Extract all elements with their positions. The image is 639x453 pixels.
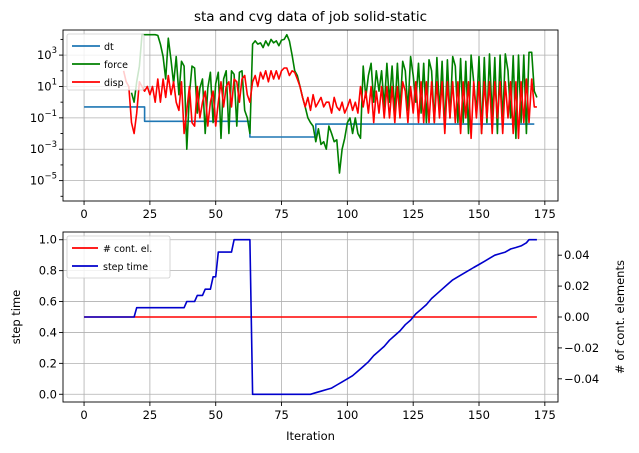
bottom-ytick-label-right: −0.02 [564,341,599,355]
top-xtick-label: 75 [274,207,289,221]
top-ytick-label: 103 [37,46,57,62]
bottom-ytick-label-left: 0.4 [39,325,57,339]
legend-label-force: force [104,60,128,71]
series-line-force [130,33,538,174]
bottom-xtick-label: 150 [468,408,490,422]
bottom-ytick-label-left: 0.0 [39,387,57,401]
bottom-ylabel-right: # of cont. elements [613,260,627,374]
top-grid [63,30,558,201]
bottom-ytick-label-left: 0.2 [39,356,57,370]
bottom-ylabel-left: step time [9,290,23,345]
bottom-xtick-label: 125 [402,408,424,422]
legend-label-disp: disp [104,78,124,89]
top-xtick-label: 175 [534,207,556,221]
bottom-legend: # cont. el. step time [66,235,171,279]
series-line-step-time [84,238,537,396]
bottom-xlabel: Iteration [286,429,335,443]
bottom-xtick-label: 100 [336,408,358,422]
bottom-xtick-label: 25 [143,408,158,422]
top-ytick-label: 10−5 [30,172,57,188]
top-xtick-label: 0 [80,207,87,221]
bottom-ytick-label-right: 0.00 [564,310,590,324]
bottom-xtick-label: 175 [534,408,556,422]
bottom-xtick-label: 75 [274,408,289,422]
bottom-ytick-label-left: 0.6 [39,295,57,309]
bottom-lines [84,238,537,396]
bottom-ytick-label-left: 0.8 [39,264,57,278]
top-plot-frame [62,29,559,202]
top-ytick-label: 10−3 [30,140,57,156]
top-legend-box [66,33,145,91]
top-legend: dt force disp [66,33,145,91]
legend-label-dt: dt [104,42,114,53]
bottom-ytick-label-left: 1.0 [39,233,57,247]
bottom-xtick-label: 50 [208,408,223,422]
top-ytick-label: 10−1 [30,109,57,125]
legend-label-cont-el: # cont. el. [103,244,152,255]
top-xtick-label: 150 [468,207,490,221]
series-line-disp [122,67,537,140]
top-ticks: 0 25 50 75 100 125 150 175 10−5 10−3 10−1 101 103 [30,38,556,221]
top-xtick-label: 50 [208,207,223,221]
bottom-ticks: 0 25 50 75 100 125 150 175 0.0 0.2 0.4 0.6 0.8 1.0 −0.… [39,233,600,422]
top-lines [84,33,538,174]
bottom-ytick-label-right: 0.02 [564,279,590,293]
bottom-chart: 0 25 50 75 100 125 150 175 0.0 0.2 0.4 0.6 0.8 1.0 −0.… [9,231,627,443]
top-xtick-label: 125 [402,207,424,221]
top-chart: 0 25 50 75 100 125 150 175 10−5 10−3 10−1 101 103 st… [30,9,559,221]
bottom-xtick-label: 0 [80,408,87,422]
bottom-ytick-label-right: 0.04 [564,248,590,262]
bottom-legend-box [66,235,171,279]
top-xtick-label: 100 [336,207,358,221]
bottom-grid [63,232,558,402]
legend-label-step-time: step time [103,262,148,273]
top-ytick-label: 101 [37,77,57,93]
top-xtick-label: 25 [143,207,158,221]
bottom-ytick-label-right: −0.04 [564,372,599,386]
top-title: sta and cvg data of job solid-static [194,9,427,25]
